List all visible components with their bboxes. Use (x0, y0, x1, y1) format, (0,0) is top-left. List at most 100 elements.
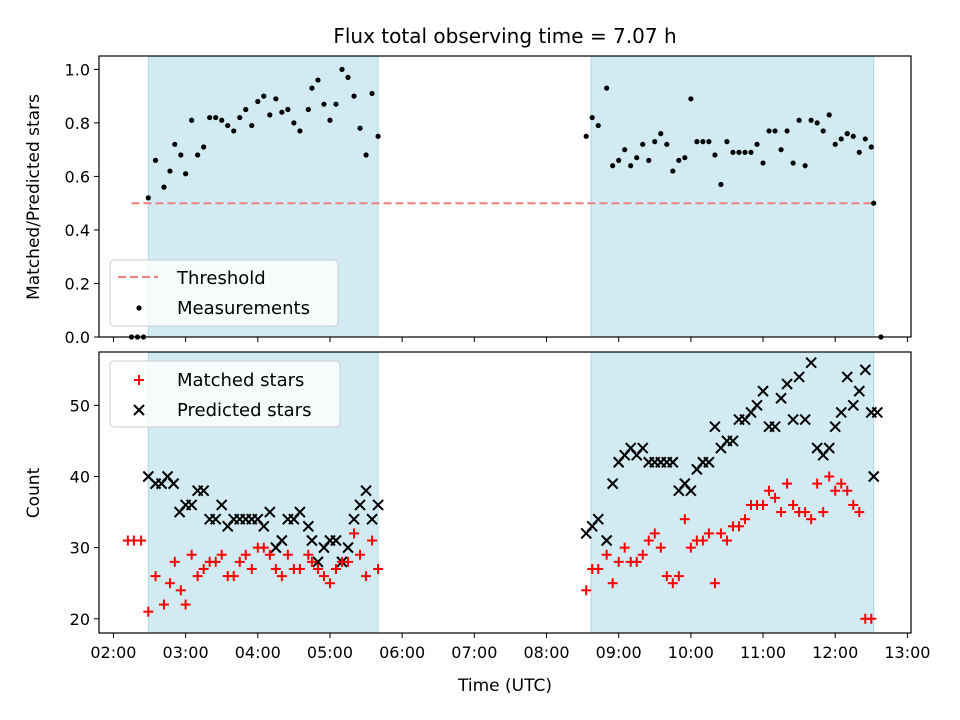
x-stroke (793, 371, 805, 383)
matched-star-marker (601, 549, 612, 560)
predicted-star-marker (751, 399, 763, 412)
predicted-star-marker (769, 420, 781, 433)
measurement-point (820, 128, 826, 134)
matched-star-marker (246, 563, 257, 574)
measurement-point (315, 77, 321, 83)
x-stroke (625, 442, 637, 454)
measurement-point (237, 114, 243, 121)
x-stroke (871, 406, 884, 419)
measurement-point (363, 152, 369, 158)
matched-star-marker (136, 535, 147, 546)
matched-star-marker (818, 507, 829, 518)
predicted-star-marker (342, 541, 354, 554)
predicted-star-marker (354, 499, 366, 511)
measurement-point (778, 147, 784, 153)
measurement-point (201, 144, 207, 150)
measurement-point (826, 112, 832, 118)
bottom-x-ticks: 02:00 03:00 04:00 05:00 06:00 07:00 08:00 09:00… (90, 633, 930, 662)
y-tick-label: 20 (70, 610, 90, 629)
measurement-point (712, 152, 718, 158)
measurement-point (784, 128, 790, 134)
matched-star-marker (661, 571, 672, 582)
x-tick-label: 02:00 (90, 643, 136, 662)
x-stroke (751, 399, 763, 412)
x-stroke (161, 470, 174, 483)
measurement-point (838, 136, 844, 142)
top-legend-box (109, 259, 339, 327)
y-tick-label: 0.2 (65, 274, 90, 293)
x-tick-label: 09:00 (596, 643, 642, 662)
x-stroke (197, 485, 210, 497)
x-stroke (835, 406, 847, 419)
measurement-point (868, 144, 874, 150)
top-y-ticks: 0.0 0.2 0.4 0.6 0.8 1.0 (65, 60, 99, 347)
measurement-point (339, 66, 345, 72)
matched-star-marker (764, 485, 775, 496)
predicted-star-marker (294, 506, 306, 518)
measurement-point (646, 157, 652, 163)
measurement-point (345, 74, 351, 81)
y-tick-label: 0.6 (65, 167, 90, 186)
measurement-point (225, 122, 231, 129)
measurement-point (267, 112, 273, 118)
matched-star-marker (343, 556, 354, 567)
top-x-ticks (112, 337, 908, 342)
bottom-axes-frame (98, 351, 912, 634)
matched-star-marker (788, 499, 799, 510)
measurement-point (145, 195, 151, 201)
predicted-star-marker (709, 420, 721, 433)
measurement-point (832, 141, 838, 147)
predicted-star-marker (348, 513, 360, 525)
matched-star-marker (637, 549, 648, 560)
measurement-point (748, 149, 754, 155)
x-stroke (209, 513, 222, 525)
predicted-star-marker (167, 477, 180, 490)
shaded-interval-2 (591, 352, 874, 633)
bottom-panel: 02:00 03:00 04:00 05:00 06:00 07:00 08:00 09:00… (24, 351, 930, 696)
top-panel: 0.0 0.2 0.4 0.6 0.8 1.0 Matched/Predicted sta… (24, 55, 912, 347)
matched-star-marker (655, 542, 666, 553)
predicted-star-marker (637, 442, 649, 454)
measurement-point (327, 117, 333, 123)
predicted-star-marker (276, 534, 288, 547)
measurement-point (802, 163, 808, 169)
legend-measurements-label: Measurements (177, 298, 310, 319)
measurement-point (640, 141, 646, 147)
x-tick-label: 08:00 (523, 643, 569, 662)
x-stroke (829, 420, 841, 433)
predicted-star-marker (360, 485, 372, 497)
x-stroke (600, 534, 613, 547)
matched-star-marker (186, 549, 197, 560)
matched-star-marker (349, 528, 360, 539)
matched-star-marker (150, 571, 161, 582)
legend-matched-swatch (134, 375, 144, 385)
x-stroke (258, 520, 270, 532)
y-tick-label: 0.8 (65, 114, 90, 133)
y-tick-label: 1.0 (65, 60, 90, 79)
measurement-point (161, 184, 167, 190)
legend-measurements-swatch (136, 305, 142, 311)
x-stroke (847, 399, 859, 412)
x-tick-label: 05:00 (307, 643, 353, 662)
matched-star-marker (216, 549, 227, 560)
matched-star-marker (679, 514, 690, 525)
x-stroke (775, 392, 787, 404)
x-stroke (703, 456, 715, 468)
predicted-star-marker (829, 420, 841, 433)
x-stroke (868, 470, 880, 483)
matched-star-marker (282, 549, 293, 560)
legend-x-marker (133, 404, 145, 416)
matched-star-marker (776, 507, 787, 518)
bottom-y-axis-label: Count (24, 467, 44, 518)
top-legend: Threshold Measurements (109, 259, 339, 327)
measurement-point (291, 120, 297, 126)
y-tick-label: 30 (70, 539, 90, 558)
measurement-point (610, 163, 616, 169)
predicted-star-marker (312, 556, 324, 568)
predicted-star-marker (805, 356, 817, 369)
bottom-legend-box (109, 360, 341, 428)
x-stroke (859, 364, 871, 376)
x-stroke (727, 435, 739, 447)
predicted-star-marker (330, 534, 342, 547)
x-stroke (606, 477, 619, 490)
